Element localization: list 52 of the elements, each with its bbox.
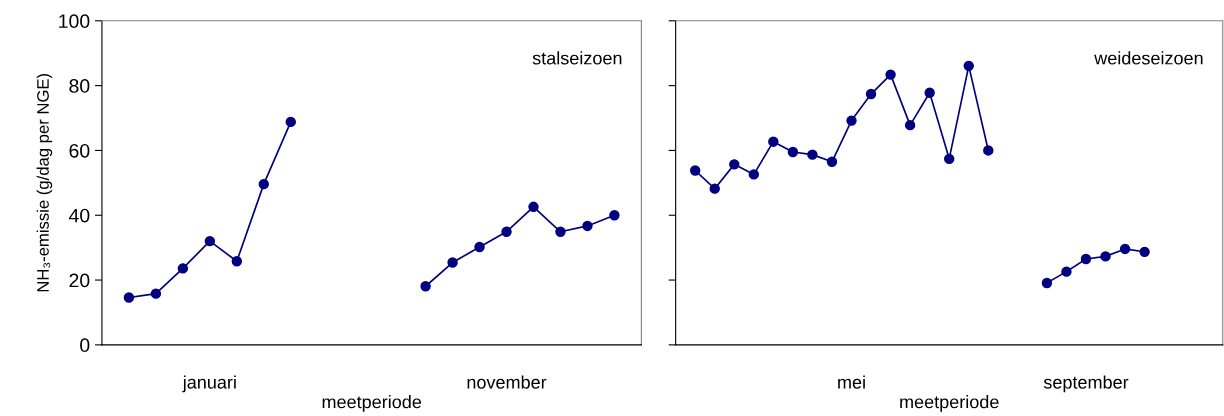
point [729,159,740,170]
point [582,220,593,232]
x-tick-label: november [467,375,547,389]
x-tick-label: september [1043,375,1129,393]
point [123,292,135,303]
point [231,256,243,267]
point [1100,251,1111,262]
y-tick-label: 80 [69,79,90,93]
point [787,146,799,158]
point [885,69,896,80]
x-axis-title: meetperiode [900,395,999,412]
point [963,60,974,72]
point [768,136,779,147]
y-tick-label: 40 [68,208,90,223]
point [865,88,877,100]
point [1080,253,1092,265]
point [826,156,838,167]
point [501,226,512,237]
point [807,149,818,160]
x-tick-label: mei [838,375,865,389]
y-axis-title: NH₃-emissie (g/dag per NGE) [36,73,53,292]
point [420,280,431,292]
point [447,257,458,268]
point [150,288,162,299]
point [983,145,994,156]
y-tick-label: 100 [59,14,90,29]
point [748,169,760,180]
point [689,165,701,176]
annotation: weideseizoen [1094,51,1203,65]
point [204,235,216,247]
annotation: stalseizoen [532,51,622,65]
point [285,116,296,128]
point [1139,246,1150,258]
point [1119,243,1131,255]
point [555,226,566,237]
point [846,115,857,126]
point [474,241,485,253]
point [944,153,955,165]
point [1041,277,1053,289]
point [609,210,620,221]
point [709,183,720,194]
point [1061,266,1072,277]
point [924,87,935,98]
y-tick-label: 60 [69,143,90,158]
x-tick-label: januari [182,375,236,393]
y-tick-label: 0 [80,338,90,353]
point [528,201,539,213]
point [258,178,269,190]
x-axis-title: meetperiode [322,395,422,412]
point [904,119,916,131]
y-tick-label: 20 [69,273,90,288]
point [177,263,189,274]
